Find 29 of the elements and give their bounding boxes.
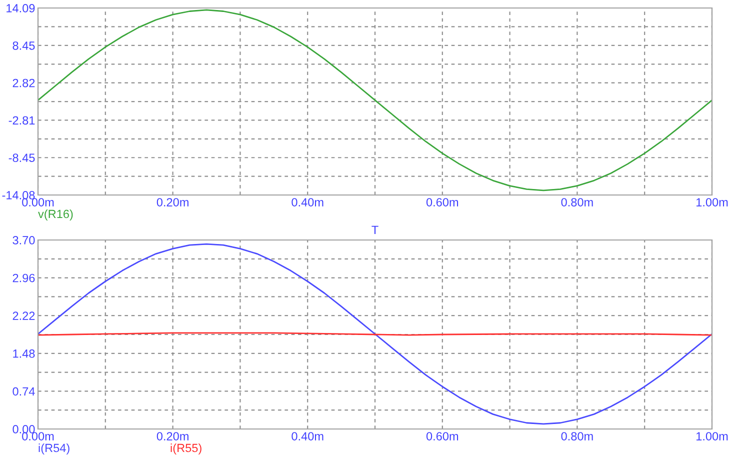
x-tick-label: 0.00m xyxy=(22,198,54,206)
x-tick-label: 1.00m xyxy=(696,198,728,206)
y-tick-label: -8.45 xyxy=(8,154,35,162)
y-tick-label: 2.82 xyxy=(12,78,35,88)
y-tick-label: 8.45 xyxy=(12,41,35,50)
y-tick-label: 2.96 xyxy=(12,274,35,282)
x-tick-label: 0.80m xyxy=(561,198,593,206)
y-tick-label: 3.70 xyxy=(12,236,35,244)
x-axis-title: T xyxy=(372,226,378,234)
text: i(R54) xyxy=(38,443,70,454)
x-tick-label: 1.00m xyxy=(696,432,728,440)
line-series xyxy=(38,243,712,425)
x-tick-label: 0.20m xyxy=(156,432,188,440)
y-tick-label: -14.08 xyxy=(2,191,35,200)
text: i(R55) xyxy=(170,443,202,454)
y-tick-label: 14.09 xyxy=(6,4,35,12)
x-tick-label: 0.20m xyxy=(156,198,188,206)
x-tick-label: 0.60m xyxy=(426,198,458,206)
text: v(R16) xyxy=(38,209,73,220)
y-tick-label: -2.81 xyxy=(8,116,35,125)
x-tick-label: 0.40m xyxy=(292,432,324,440)
x-tick-label: 0.60m xyxy=(426,432,458,440)
y-tick-label: 1.48 xyxy=(13,349,35,358)
y-tick-label: 0.00 xyxy=(12,425,35,434)
y-tick-label: 2.22 xyxy=(12,312,35,320)
x-tick-label: 0.40m xyxy=(292,198,324,206)
x-tick-label: 0.00m xyxy=(22,432,54,440)
y-tick-label: 0.74 xyxy=(12,387,35,396)
x-tick-label: 0.80m xyxy=(561,432,593,440)
